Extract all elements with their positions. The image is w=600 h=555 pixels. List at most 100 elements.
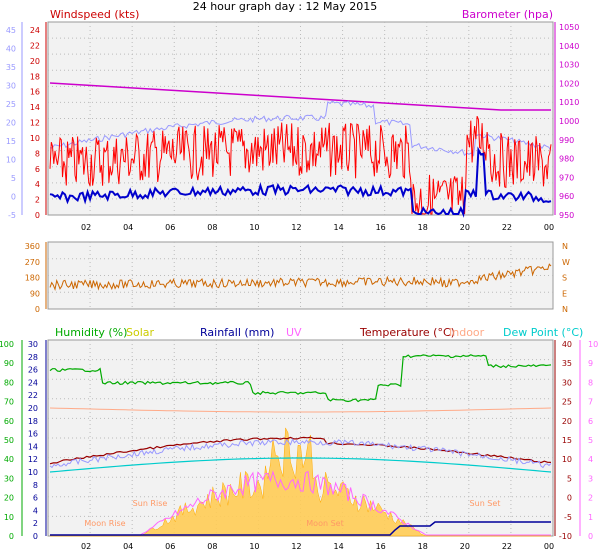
- windspeed-tick-label: 22: [30, 41, 40, 50]
- wind-average-series: [49, 146, 552, 218]
- time-tick-label: 20: [460, 223, 470, 232]
- humidity-tick-label: 30: [4, 474, 14, 483]
- time-tick-label: 04: [123, 542, 133, 551]
- temperature-tick-label: 10: [562, 455, 572, 464]
- wind-time-axis: 02 04 06 08 10 12 14 16 18 20 22 00: [81, 223, 554, 232]
- time-tick-label: 10: [249, 223, 259, 232]
- direction-compass-tick-label: N: [562, 242, 568, 251]
- time-tick-label: 16: [376, 223, 386, 232]
- wind-direction-light-series: [50, 100, 552, 157]
- humidity-tick-label: 50: [4, 436, 14, 445]
- wind-outer-tick-label: 40: [6, 45, 16, 54]
- uv-tick-label: 1: [588, 513, 593, 522]
- humidity-label: Humidity (%): [55, 326, 127, 339]
- uv-tick-label: 7: [588, 398, 593, 407]
- windspeed-tick-label: 24: [30, 26, 40, 35]
- windspeed-tick-label: 20: [30, 57, 40, 66]
- time-tick-label: 12: [291, 542, 301, 551]
- uv-tick-label: 4: [588, 455, 593, 464]
- time-tick-label: 20: [460, 542, 470, 551]
- time-tick-label: 18: [418, 223, 428, 232]
- time-tick-label: 08: [207, 542, 217, 551]
- barometer-series: [49, 82, 551, 111]
- uv-tick-label: 0: [588, 532, 593, 541]
- dewpoint-series: [49, 457, 552, 473]
- temperature-tick-label: 40: [562, 340, 572, 349]
- direction-compass-tick-label: W: [562, 258, 570, 267]
- rainfall-tick-label: 8: [33, 481, 38, 490]
- solar-series: [50, 426, 551, 537]
- moon-rise-annotation: Moon Rise: [84, 519, 125, 528]
- humidity-tick-label: 70: [4, 398, 14, 407]
- barometer-ticks: 1050 1040 1030 1020 1010 1000 990 980 970 960 950: [559, 23, 579, 220]
- humidity-series: [49, 354, 552, 403]
- wind-outer-tick-label: 20: [6, 119, 16, 128]
- windspeed-tick-label: 10: [30, 134, 40, 143]
- time-tick-label: 14: [333, 542, 343, 551]
- wind-outer-tick-label: 25: [6, 100, 16, 109]
- time-tick-label: 06: [165, 223, 175, 232]
- direction-compass-tick-label: E: [562, 289, 567, 298]
- windspeed-tick-label: 4: [35, 180, 40, 189]
- sun-rise-annotation: Sun Rise: [133, 499, 168, 508]
- time-tick-label: 00: [544, 223, 554, 232]
- direction-degree-tick-label: 270: [25, 258, 40, 267]
- rainfall-series: [50, 521, 551, 536]
- rainfall-tick-label: 16: [28, 430, 38, 439]
- rainfall-tick-label: 28: [28, 353, 38, 362]
- humidity-tick-label: 60: [4, 417, 14, 426]
- temperature-tick-label: 35: [562, 359, 572, 368]
- climate-time-axis: 02 04 06 08 10 12 14 16 18 20 22 00: [81, 542, 554, 551]
- time-tick-label: 18: [418, 542, 428, 551]
- windspeed-tick-label: 18: [30, 72, 40, 81]
- direction-degree-tick-label: 0: [35, 305, 40, 314]
- humidity-tick-label: 20: [4, 494, 14, 503]
- windspeed-tick-label: 14: [30, 103, 40, 112]
- time-tick-label: 06: [165, 542, 175, 551]
- windspeed-tick-label: 6: [35, 165, 40, 174]
- uv-tick-label: 9: [588, 359, 593, 368]
- time-tick-label: 00: [544, 542, 554, 551]
- humidity-tick-label: 100: [0, 340, 14, 349]
- temperature-tick-label: 30: [562, 378, 572, 387]
- barometer-tick-label: 1010: [559, 98, 579, 107]
- temperature-tick-label: 15: [562, 436, 572, 445]
- windspeed-tick-label: 8: [35, 149, 40, 158]
- barometer-tick-label: 1020: [559, 79, 579, 88]
- barometer-tick-label: 950: [559, 211, 574, 220]
- time-tick-label: 22: [502, 223, 512, 232]
- direction-degree-tick-label: 90: [30, 289, 40, 298]
- time-tick-label: 22: [502, 542, 512, 551]
- barometer-tick-label: 1040: [559, 42, 579, 51]
- humidity-tick-label: 40: [4, 455, 14, 464]
- temperature-tick-label: 25: [562, 398, 572, 407]
- wind-outer-tick-label: 10: [6, 156, 16, 165]
- temperature-tick-label: 5: [567, 474, 572, 483]
- direction-degree-tick-label: 180: [25, 274, 40, 283]
- uv-tick-label: 8: [588, 378, 593, 387]
- direction-compass-tick-label: N: [562, 305, 568, 314]
- barometer-tick-label: 990: [559, 136, 574, 145]
- uv-tick-label: 6: [588, 417, 593, 426]
- windspeed-label: Windspeed (kts): [50, 8, 139, 21]
- dewpoint-label: Dew Point (°C): [503, 326, 583, 339]
- time-tick-label: 16: [376, 542, 386, 551]
- rainfall-tick-label: 22: [28, 391, 38, 400]
- direction-compass-tick-label: S: [562, 274, 567, 283]
- temperature-tick-label: -5: [564, 513, 572, 522]
- direction-degree-ticks: 360 270 180 90 0: [25, 242, 40, 314]
- moon-set-annotation: Moon Set: [306, 519, 343, 528]
- time-tick-label: 02: [81, 223, 91, 232]
- apparent-temperature-series: [49, 438, 552, 469]
- indoor-label: Indoor: [449, 326, 485, 339]
- direction-degree-tick-label: 360: [25, 242, 40, 251]
- humidity-tick-label: 90: [4, 359, 14, 368]
- direction-series: [49, 263, 552, 292]
- time-tick-label: 04: [123, 223, 133, 232]
- rainfall-tick-label: 18: [28, 417, 38, 426]
- rainfall-label: Rainfall (mm): [200, 326, 274, 339]
- rainfall-tick-label: 14: [28, 442, 38, 451]
- temperature-label: Temperature (°C): [359, 326, 455, 339]
